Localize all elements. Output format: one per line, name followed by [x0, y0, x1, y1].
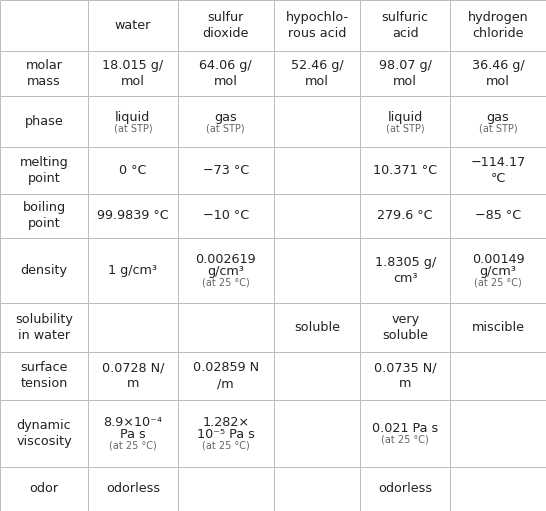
Text: sulfur
dioxide: sulfur dioxide [203, 11, 249, 40]
Text: 0.0735 N/
m: 0.0735 N/ m [374, 361, 436, 390]
Text: (at 25 °C): (at 25 °C) [109, 441, 157, 451]
Text: −114.17
°C: −114.17 °C [471, 156, 526, 185]
Text: 0.021 Pa s: 0.021 Pa s [372, 422, 438, 435]
Text: 0.0728 N/
m: 0.0728 N/ m [102, 361, 164, 390]
Text: odorless: odorless [106, 482, 160, 495]
Text: (at 25 °C): (at 25 °C) [381, 435, 429, 445]
Text: 1.8305 g/
cm³: 1.8305 g/ cm³ [375, 256, 436, 285]
Text: (at STP): (at STP) [114, 123, 152, 133]
Text: (at STP): (at STP) [386, 123, 425, 133]
Text: (at 25 °C): (at 25 °C) [202, 441, 250, 451]
Text: liquid: liquid [115, 110, 151, 124]
Text: 0 °C: 0 °C [119, 165, 147, 177]
Text: dynamic
viscosity: dynamic viscosity [16, 419, 72, 448]
Text: liquid: liquid [388, 110, 423, 124]
Text: −73 °C: −73 °C [203, 165, 249, 177]
Text: 1.282×: 1.282× [202, 416, 249, 429]
Text: 0.00149: 0.00149 [472, 253, 524, 266]
Text: (at STP): (at STP) [479, 123, 518, 133]
Text: gas: gas [486, 110, 509, 124]
Text: (at 25 °C): (at 25 °C) [202, 277, 250, 288]
Text: water: water [115, 19, 151, 32]
Text: 0.02859 N
/m: 0.02859 N /m [193, 361, 259, 390]
Text: (at 25 °C): (at 25 °C) [474, 277, 522, 288]
Text: melting
point: melting point [20, 156, 68, 185]
Text: gas: gas [215, 110, 237, 124]
Text: 1 g/cm³: 1 g/cm³ [108, 264, 157, 276]
Text: soluble: soluble [294, 321, 340, 334]
Text: 10.371 °C: 10.371 °C [373, 165, 437, 177]
Text: 8.9×10⁻⁴: 8.9×10⁻⁴ [103, 416, 162, 429]
Text: 36.46 g/
mol: 36.46 g/ mol [472, 59, 524, 88]
Text: −10 °C: −10 °C [203, 210, 249, 222]
Text: very
soluble: very soluble [382, 313, 428, 342]
Text: 64.06 g/
mol: 64.06 g/ mol [199, 59, 252, 88]
Text: solubility
in water: solubility in water [15, 313, 73, 342]
Text: hypochlo-
rous acid: hypochlo- rous acid [286, 11, 348, 40]
Text: 279.6 °C: 279.6 °C [377, 210, 433, 222]
Text: molar
mass: molar mass [26, 59, 62, 88]
Text: (at STP): (at STP) [206, 123, 245, 133]
Text: boiling
point: boiling point [22, 201, 66, 230]
Text: 0.002619: 0.002619 [195, 253, 256, 266]
Text: g/cm³: g/cm³ [479, 265, 517, 278]
Text: odor: odor [29, 482, 58, 495]
Text: hydrogen
chloride: hydrogen chloride [468, 11, 529, 40]
Text: density: density [21, 264, 68, 276]
Text: 52.46 g/
mol: 52.46 g/ mol [290, 59, 343, 88]
Text: 18.015 g/
mol: 18.015 g/ mol [102, 59, 163, 88]
Text: 10⁻⁵ Pa s: 10⁻⁵ Pa s [197, 429, 254, 442]
Text: sulfuric
acid: sulfuric acid [382, 11, 429, 40]
Text: −85 °C: −85 °C [475, 210, 521, 222]
Text: 99.9839 °C: 99.9839 °C [97, 210, 169, 222]
Text: g/cm³: g/cm³ [207, 265, 244, 278]
Text: surface
tension: surface tension [20, 361, 68, 390]
Text: phase: phase [25, 115, 63, 128]
Text: miscible: miscible [472, 321, 525, 334]
Text: odorless: odorless [378, 482, 432, 495]
Text: 98.07 g/
mol: 98.07 g/ mol [379, 59, 432, 88]
Text: Pa s: Pa s [120, 429, 146, 442]
